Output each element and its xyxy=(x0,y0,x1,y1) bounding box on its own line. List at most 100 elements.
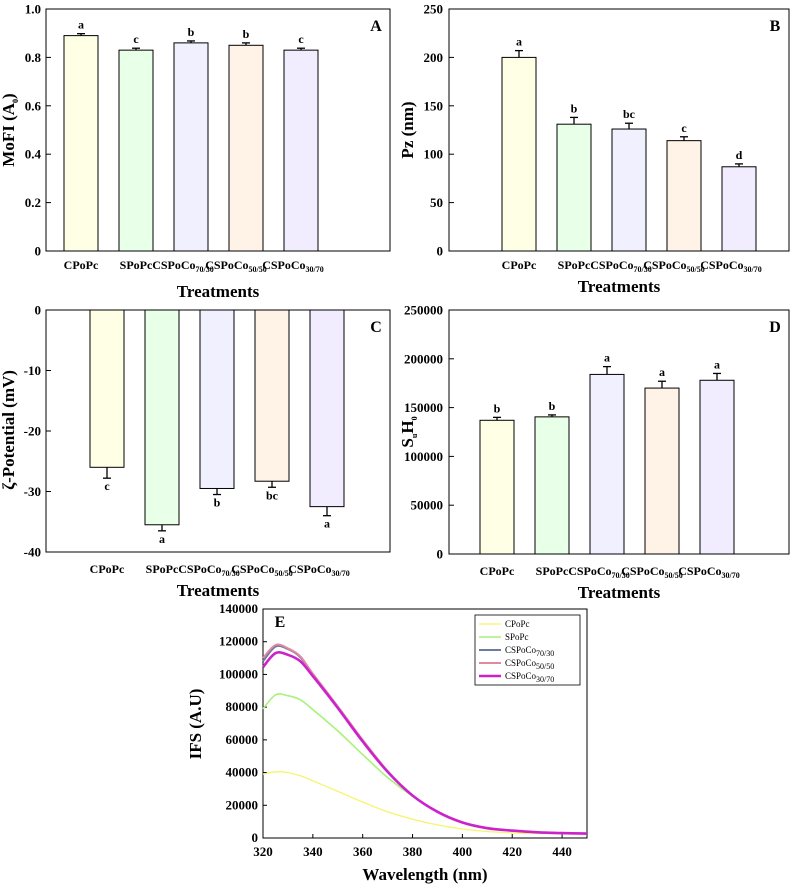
bar xyxy=(611,128,647,252)
y-tick-label: 1.0 xyxy=(25,2,41,17)
y-axis-title: ζ-Potential (mV) xyxy=(0,370,18,490)
category-ratio: 30/70 xyxy=(722,571,740,580)
x-category-label: CPoPc xyxy=(480,564,515,578)
bar xyxy=(118,49,154,252)
panel-label: E xyxy=(275,614,286,631)
category-name: SPoPc xyxy=(146,562,179,576)
category-name: SPoPc xyxy=(120,258,153,272)
y-axis-title-sub: u xyxy=(410,433,419,438)
y-axis-title-main: MoFI (A xyxy=(0,102,18,166)
bar xyxy=(644,387,680,555)
y-axis-title-sub2: 0 xyxy=(410,416,419,420)
panel-d: 0 50000 100000 150000 200000 250000 b CPoPc b SPo… xyxy=(398,303,790,602)
y-tick-label: 150000 xyxy=(404,400,443,415)
category-name: CSPoCo xyxy=(643,258,686,272)
x-category-label: SPoPc xyxy=(558,258,591,272)
bar xyxy=(309,309,345,508)
category-name: CSPoCo xyxy=(231,562,274,576)
x-axis-title: Treatments xyxy=(177,282,260,301)
category-name: CPoPc xyxy=(90,562,125,576)
bar xyxy=(699,379,735,555)
x-category-label: SPoPc xyxy=(120,258,153,272)
x-tick-label: 420 xyxy=(502,844,522,859)
bar xyxy=(589,373,625,555)
y-tick-label: 80000 xyxy=(226,699,259,714)
category-name: CPoPc xyxy=(502,258,537,272)
category-ratio: 30/70 xyxy=(332,569,350,578)
y-tick-label: 100 xyxy=(424,147,444,162)
x-tick-label: 400 xyxy=(453,844,473,859)
x-axis-title: Treatments xyxy=(578,583,661,602)
significance-letter: a xyxy=(159,532,165,546)
category-name: CSPoCo xyxy=(288,562,331,576)
category-ratio: 50/50 xyxy=(249,265,267,274)
y-tick-label: 250 xyxy=(424,2,444,17)
y-tick-label: 100000 xyxy=(219,666,258,681)
significance-letter: a xyxy=(78,18,84,32)
panel-e: 0 20000 40000 60000 80000 100000 120000 140000 3… xyxy=(186,601,588,884)
x-axis-title: Treatments xyxy=(578,277,661,296)
series-line xyxy=(262,771,588,835)
y-tick-label: 200000 xyxy=(404,351,443,366)
x-category-label: SPoPc xyxy=(146,562,179,576)
bar xyxy=(89,309,125,468)
significance-letter: b xyxy=(188,25,195,39)
category-ratio: 30/70 xyxy=(744,265,762,274)
significance-letter: c xyxy=(104,479,110,493)
y-tick-label: 50 xyxy=(430,195,443,210)
x-axis-title: Wavelength (nm) xyxy=(362,865,487,884)
significance-letter: a xyxy=(714,357,720,371)
x-tick-label: 380 xyxy=(403,844,423,859)
significance-letter: b xyxy=(549,399,556,413)
legend-ratio: 30/70 xyxy=(536,675,554,684)
category-name: SPoPc xyxy=(536,564,569,578)
y-tick-label: -10 xyxy=(24,363,41,378)
category-ratio: 50/50 xyxy=(665,571,683,580)
bar xyxy=(144,309,180,526)
y-tick-label: 0 xyxy=(437,244,444,259)
legend-ratio: 50/50 xyxy=(536,662,554,671)
y-tick-label: 0 xyxy=(35,244,42,259)
bar xyxy=(479,419,515,555)
panel-label: D xyxy=(769,319,781,336)
y-tick-label: 0.6 xyxy=(25,98,42,113)
y-axis-title-sub: 0 xyxy=(11,99,20,103)
category-name: CSPoCo xyxy=(178,562,221,576)
category-name: CSPoCo xyxy=(152,258,195,272)
plot-frame xyxy=(45,8,391,252)
legend-label: CSPoCo50/50 xyxy=(505,658,554,671)
bar xyxy=(534,416,570,555)
significance-letter: a xyxy=(604,351,610,365)
x-category-label: CSPoCo70/30 xyxy=(152,258,214,274)
category-ratio: 70/30 xyxy=(634,265,652,274)
legend-name: CSPoCo xyxy=(505,671,537,681)
significance-letter: b xyxy=(494,401,501,415)
y-tick-label: 200 xyxy=(424,50,444,65)
x-category-label: CPoPc xyxy=(64,258,99,272)
x-category-label: CSPoCo70/30 xyxy=(568,564,630,580)
legend-label: CSPoCo30/70 xyxy=(505,671,554,684)
bar xyxy=(173,42,209,252)
significance-letter: c xyxy=(681,121,687,135)
x-category-label: CPoPc xyxy=(90,562,125,576)
y-tick-label: 0 xyxy=(437,547,444,562)
y-axis-title: IFS (A.U) xyxy=(186,689,205,760)
legend-ratio: 70/30 xyxy=(536,649,554,658)
bar xyxy=(254,309,290,482)
category-name: CPoPc xyxy=(480,564,515,578)
y-tick-label: -30 xyxy=(24,484,41,499)
category-name: SPoPc xyxy=(558,258,591,272)
y-axis-title-main: ζ-Potential (mV) xyxy=(0,370,18,490)
y-tick-label: 100000 xyxy=(404,449,443,464)
y-tick-label: 60000 xyxy=(226,732,259,747)
plot-frame xyxy=(262,608,588,839)
legend-label: SPoPc xyxy=(505,632,529,642)
category-name: CSPoCo xyxy=(621,564,664,578)
y-tick-label: 150 xyxy=(424,98,444,113)
x-category-label: CSPoCo50/50 xyxy=(205,258,267,274)
y-tick-label: 40000 xyxy=(226,765,259,780)
significance-letter: b xyxy=(243,27,250,41)
significance-letter: a xyxy=(516,35,522,49)
significance-letter: bc xyxy=(623,107,636,121)
